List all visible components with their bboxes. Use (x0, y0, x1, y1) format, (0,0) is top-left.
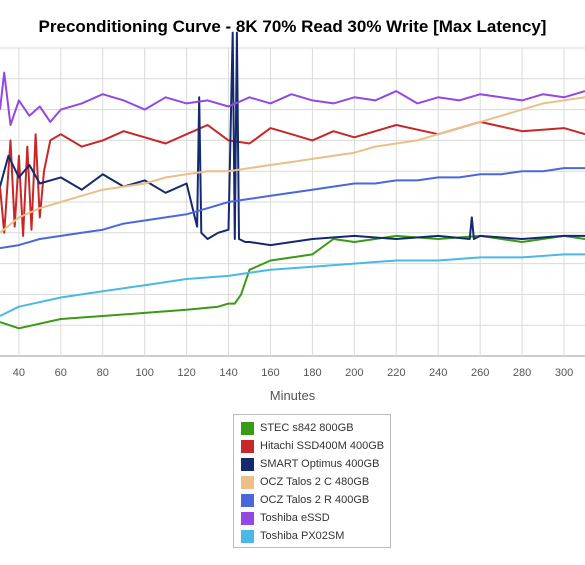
legend-swatch (241, 493, 254, 507)
x-tick-label: 220 (387, 367, 405, 379)
x-tick-label: 140 (219, 367, 237, 379)
series-lines (0, 31, 585, 330)
legend-label: Toshiba eSSD (260, 512, 330, 524)
x-axis-label: Minutes (270, 388, 316, 403)
legend-item: Toshiba eSSD (241, 509, 390, 527)
legend-item: OCZ Talos 2 R 400GB (241, 491, 390, 509)
x-tick-label: 240 (429, 367, 447, 379)
series-line-7 (0, 253, 585, 317)
legend-label: Toshiba PX02SM (260, 530, 345, 542)
chart-title: Preconditioning Curve - 8K 70% Read 30% … (38, 17, 547, 36)
legend-item: Toshiba PX02SM (241, 527, 390, 545)
legend-label: OCZ Talos 2 C 480GB (260, 476, 370, 488)
x-tick-label: 60 (55, 367, 67, 379)
series-line-4 (0, 96, 585, 234)
legend-swatch (241, 475, 254, 489)
legend-swatch (241, 529, 254, 543)
x-tick-label: 280 (513, 367, 531, 379)
legend-swatch (241, 457, 254, 471)
x-tick-label: 100 (135, 367, 153, 379)
legend-swatch (241, 439, 254, 453)
x-tick-label: 260 (471, 367, 489, 379)
legend-swatch (241, 511, 254, 525)
x-tick-label: 300 (555, 367, 573, 379)
legend-item: SMART Optimus 400GB (241, 455, 390, 473)
x-tick-label: 180 (303, 367, 321, 379)
x-tick-label: 80 (97, 367, 109, 379)
series-line-3 (0, 31, 585, 247)
legend-label: Hitachi SSD400M 400GB (260, 440, 385, 452)
legend-label: SMART Optimus 400GB (260, 458, 380, 470)
x-tick-label: 200 (345, 367, 363, 379)
legend-item: STEC s842 800GB (241, 419, 390, 437)
legend: STEC s842 800GB Hitachi SSD400M 400GB SMAR… (233, 414, 391, 548)
x-tick-label: 40 (13, 367, 25, 379)
legend-swatch (241, 421, 254, 435)
grid-lines (0, 47, 585, 357)
x-tick-labels: 40 60 80 100 120 140 160 180 200 220 240 260 280 300 (13, 367, 573, 379)
series-line-6 (0, 71, 585, 126)
legend-item: OCZ Talos 2 C 480GB (241, 473, 390, 491)
x-tick-label: 160 (261, 367, 279, 379)
legend-label: STEC s842 800GB (260, 422, 354, 434)
legend-label: OCZ Talos 2 R 400GB (260, 494, 370, 506)
x-tick-label: 120 (177, 367, 195, 379)
legend-item: Hitachi SSD400M 400GB (241, 437, 390, 455)
series-line-5 (0, 167, 585, 250)
series-line-1 (0, 234, 585, 330)
series-line-2 (0, 120, 585, 237)
